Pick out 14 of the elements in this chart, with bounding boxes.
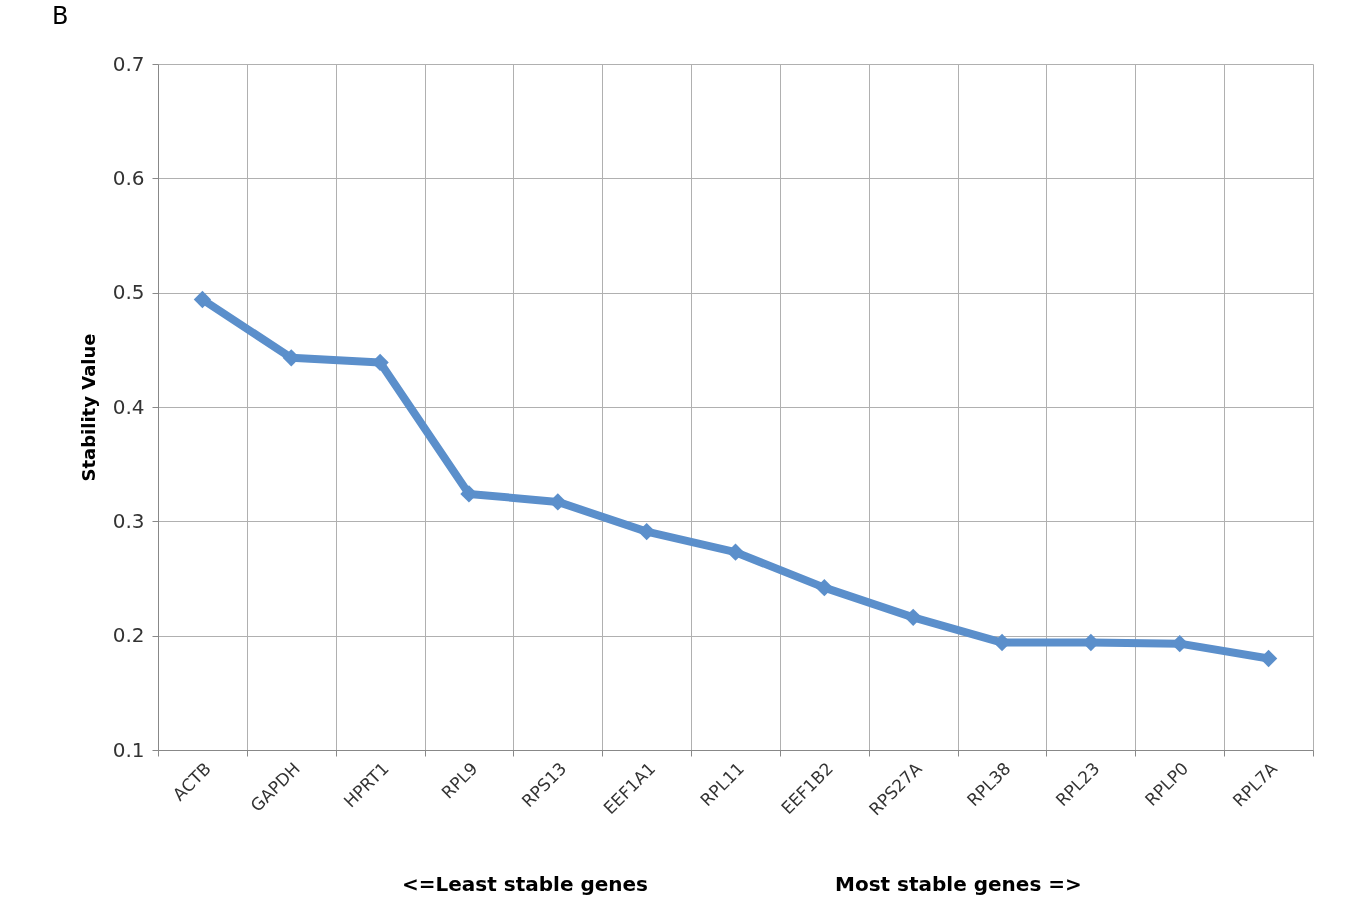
point [637, 522, 656, 541]
text: Most stable genes => [835, 872, 1082, 896]
y-tick-label: 0.4 [112, 394, 145, 419]
text: B [52, 2, 69, 30]
y-tick-label: 0.7 [112, 51, 145, 76]
point [193, 290, 212, 309]
y-tick-label: 0.5 [112, 280, 145, 305]
y-tick-label: 0.3 [112, 508, 145, 533]
y-axis-title: Stability Value [77, 333, 99, 482]
text: <=Least stable genes [402, 872, 648, 896]
y-tick-label: 0.2 [112, 623, 145, 648]
y-tick-label: 0.1 [112, 737, 145, 762]
point [904, 608, 922, 627]
y-tick-label: 0.6 [112, 165, 145, 190]
